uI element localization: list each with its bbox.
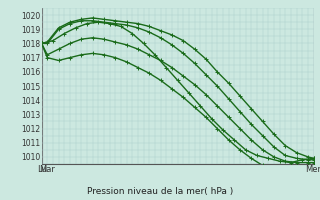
Text: Pression niveau de la mer( hPa ): Pression niveau de la mer( hPa ) — [87, 187, 233, 196]
